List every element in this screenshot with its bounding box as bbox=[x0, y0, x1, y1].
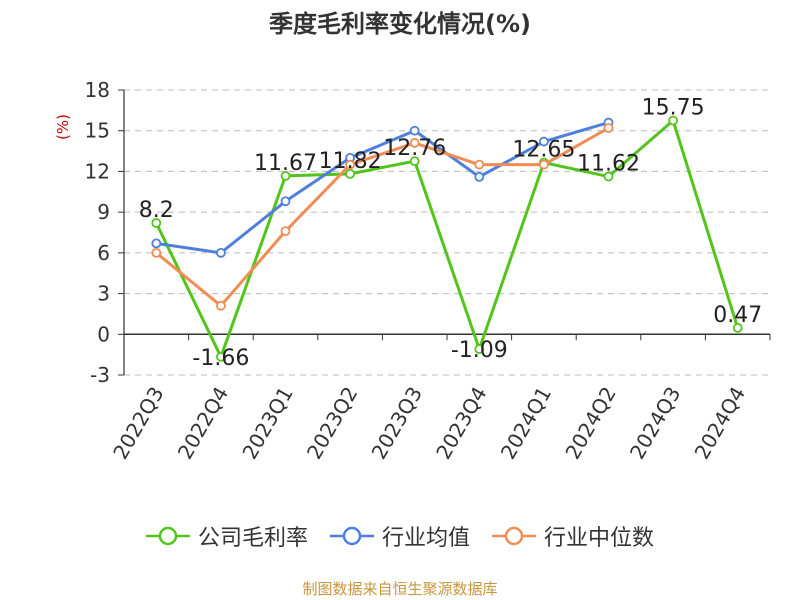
series-lines bbox=[151, 115, 743, 362]
series-line bbox=[156, 121, 609, 255]
legend-item[interactable]: 行业均值 bbox=[329, 520, 470, 552]
data-point bbox=[280, 226, 291, 237]
y-tick-label: 18 bbox=[85, 78, 110, 102]
legend-swatch bbox=[145, 526, 190, 546]
data-point bbox=[474, 159, 485, 170]
data-point bbox=[151, 247, 162, 258]
data-label: 11.82 bbox=[319, 149, 382, 174]
data-label: 11.67 bbox=[254, 151, 317, 176]
data-label: 0.47 bbox=[713, 303, 762, 328]
data-label: 11.62 bbox=[577, 152, 640, 177]
legend-swatch bbox=[329, 526, 374, 546]
data-point bbox=[603, 123, 614, 133]
y-tick-label: 15 bbox=[85, 119, 110, 143]
legend-label: 公司毛利率 bbox=[197, 526, 308, 551]
legend-item[interactable]: 行业中位数 bbox=[492, 520, 654, 552]
data-label: 8.2 bbox=[139, 198, 174, 223]
data-point bbox=[539, 159, 549, 170]
x-tick-label: 2024Q3 bbox=[625, 383, 685, 464]
data-label: -1.09 bbox=[451, 338, 508, 363]
x-tick-label: 2023Q3 bbox=[367, 383, 427, 464]
data-label: 12.65 bbox=[512, 138, 575, 163]
x-tick-label: 2022Q4 bbox=[173, 383, 233, 464]
legend-label: 行业中位数 bbox=[544, 526, 655, 551]
x-tick-label: 2024Q2 bbox=[560, 383, 620, 464]
y-tick-label: -3 bbox=[90, 363, 110, 387]
chart-title: 季度毛利率变化情况(%) bbox=[269, 10, 531, 38]
data-point bbox=[215, 247, 226, 258]
legend-swatch bbox=[492, 526, 536, 546]
data-point bbox=[215, 300, 226, 311]
data-point bbox=[151, 238, 162, 249]
series-line bbox=[155, 126, 610, 308]
x-tick-label: 2022Q3 bbox=[108, 383, 168, 464]
y-tick-label: 12 bbox=[85, 159, 110, 183]
y-tick-label: 3 bbox=[97, 282, 110, 306]
data-point bbox=[668, 115, 678, 126]
x-tick-label: 2023Q4 bbox=[431, 383, 491, 464]
data-point bbox=[409, 156, 420, 167]
grid-lines bbox=[124, 89, 770, 376]
data-point bbox=[409, 125, 420, 136]
source-note: 制图数据来自恒生聚源数据库 bbox=[302, 580, 498, 598]
y-axis-unit-label: (%) bbox=[54, 114, 72, 140]
data-point bbox=[474, 344, 485, 354]
data-point bbox=[345, 159, 356, 170]
y-tick-label: 6 bbox=[97, 241, 110, 265]
data-label: 15.75 bbox=[642, 96, 705, 121]
data-point bbox=[732, 323, 743, 333]
data-point bbox=[539, 136, 549, 147]
x-tick-label: 2024Q4 bbox=[690, 383, 750, 464]
data-point bbox=[345, 168, 356, 179]
y-tick-label: 0 bbox=[97, 322, 110, 346]
data-point bbox=[409, 138, 420, 148]
legend: 公司毛利率 行业均值 行业中位数 bbox=[0, 520, 800, 552]
data-point bbox=[280, 171, 291, 181]
data-point bbox=[280, 196, 291, 207]
data-label: -1.66 bbox=[192, 346, 249, 371]
legend-item[interactable]: 公司毛利率 bbox=[145, 520, 308, 552]
x-tick-label: 2024Q1 bbox=[496, 383, 556, 464]
x-tick-label: 2023Q2 bbox=[302, 383, 362, 464]
x-tick-label: 2023Q1 bbox=[237, 383, 297, 464]
data-point bbox=[215, 351, 226, 362]
series-line bbox=[154, 119, 740, 359]
data-point bbox=[151, 218, 162, 228]
legend-label: 行业均值 bbox=[381, 526, 470, 551]
data-point bbox=[603, 171, 614, 182]
data-label: 12.76 bbox=[383, 136, 446, 161]
data-point bbox=[474, 171, 485, 182]
y-tick-label: 9 bbox=[97, 200, 110, 224]
